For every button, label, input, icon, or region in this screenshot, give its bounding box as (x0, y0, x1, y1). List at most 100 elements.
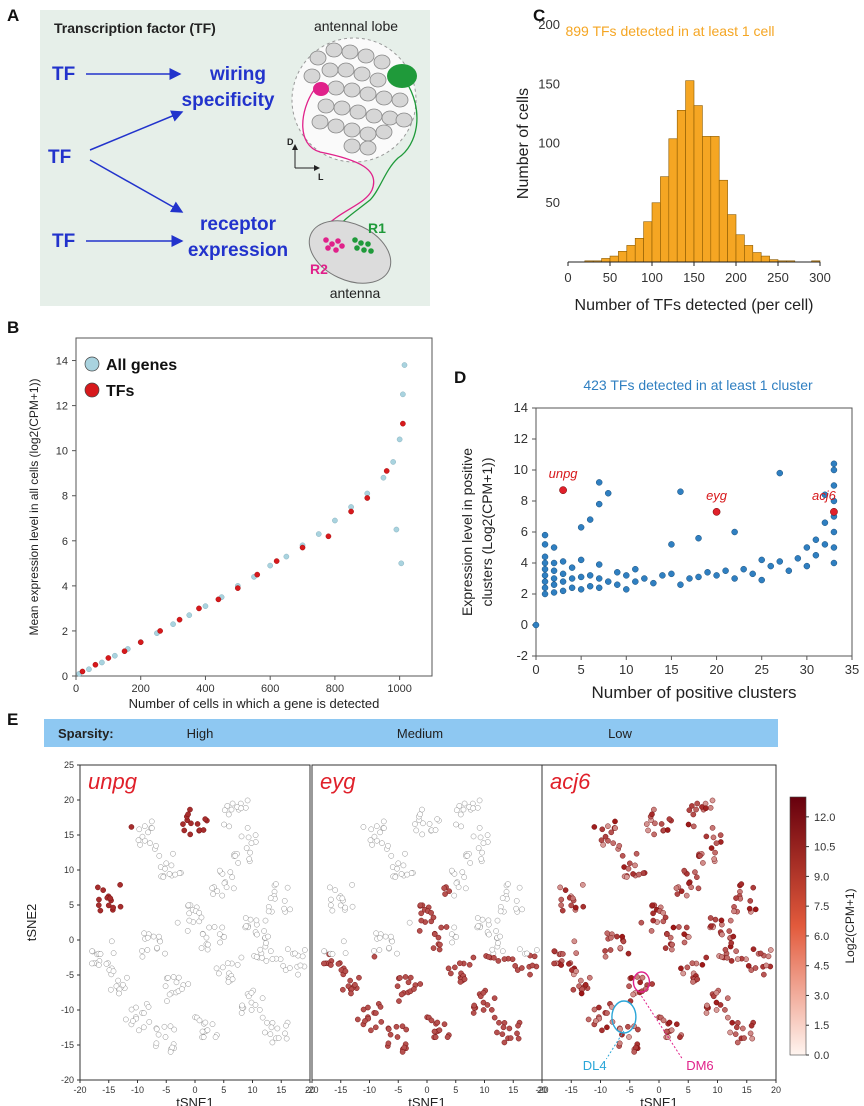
cell-point (259, 1014, 266, 1021)
cell-point (426, 821, 433, 827)
tf-point (196, 605, 202, 612)
tf-cluster-point (559, 578, 567, 585)
cell-point (349, 882, 355, 888)
gene-point (86, 666, 92, 673)
cell-point (703, 805, 709, 812)
cell-point (261, 928, 267, 934)
y-tick-label: 14 (514, 400, 528, 415)
cell-point (635, 1026, 641, 1033)
cell-point (371, 953, 378, 960)
glomerulus-shape (343, 138, 361, 154)
x-tick-label: 200 (725, 270, 747, 285)
legend-marker (84, 356, 100, 372)
histogram-bar (693, 105, 703, 263)
cell-point (500, 948, 506, 954)
cell-point (497, 908, 504, 915)
x-tick-label: 250 (767, 270, 789, 285)
tf-cluster-point (550, 589, 558, 596)
cell-point (153, 842, 159, 849)
cell-point (707, 805, 714, 811)
cell-point (194, 821, 201, 827)
cell-point (513, 905, 519, 912)
histogram-bar (676, 110, 686, 263)
tf-cluster-point (740, 565, 747, 573)
y-tick-label: 10 (56, 446, 68, 458)
cell-point (117, 882, 123, 888)
tf-cluster-point (577, 573, 585, 581)
cell-point (431, 1028, 438, 1035)
y-tick-label: 25 (64, 760, 74, 770)
x-axis-label: Number of positive clusters (591, 683, 796, 702)
cell-point (602, 948, 608, 954)
cell-point (213, 965, 220, 972)
cell-point (354, 1016, 361, 1023)
x-tick-label: 600 (261, 683, 279, 695)
cell-point (234, 962, 241, 968)
cell-point (244, 797, 251, 804)
glomerulus-shape (343, 82, 361, 98)
cell-point (141, 930, 147, 937)
cell-point (374, 837, 380, 844)
cell-point (598, 837, 605, 843)
cell-point (221, 934, 227, 940)
cell-point (491, 1014, 498, 1021)
tf-cluster-point (541, 565, 549, 573)
cell-point (619, 933, 626, 940)
tf-point (121, 648, 128, 655)
histogram-bar (752, 252, 762, 263)
cell-point (332, 887, 338, 893)
x-tick-label: 5 (221, 1085, 226, 1095)
cell-point (399, 1023, 406, 1030)
cell-point (149, 825, 155, 831)
legend-marker (84, 382, 100, 398)
x-tick-label: 0 (564, 270, 571, 285)
cell-point (224, 960, 231, 967)
sparsity-level: Medium (397, 726, 443, 741)
cell-point (745, 963, 752, 969)
tf-cluster-point (550, 567, 558, 574)
cell-point (209, 885, 215, 891)
cell-point (703, 954, 710, 961)
cell-point (417, 902, 424, 909)
cell-point (690, 979, 696, 985)
tf-cluster-point (595, 575, 603, 582)
histogram-chart: 899 TFs detected in at least 1 cell 0 50 10… (515, 17, 831, 314)
cell-point (750, 946, 757, 952)
cell-point (709, 797, 716, 804)
cell-point (394, 983, 401, 989)
cell-point (713, 999, 720, 1006)
cell-point (616, 1040, 623, 1047)
cell-point (139, 948, 145, 954)
cell-point (444, 1034, 451, 1040)
cell-point (651, 831, 657, 838)
cell-point (690, 811, 697, 818)
cell-point (403, 1026, 410, 1033)
y-tick-label: 10 (514, 462, 528, 477)
glomerulus-shape (381, 110, 399, 126)
tf-cluster-point (577, 556, 585, 564)
cell-point (268, 1024, 275, 1031)
cell-point (515, 1022, 521, 1029)
cell-point (614, 933, 620, 940)
cell-point (205, 941, 211, 948)
cell-point (455, 884, 462, 891)
highlight-point (712, 508, 721, 516)
tf-cluster-point (586, 583, 594, 590)
cell-point (295, 971, 301, 978)
cell-point (254, 931, 260, 938)
cell-point (457, 811, 464, 818)
histogram-bar (634, 238, 644, 263)
tf-cluster-point (541, 578, 549, 585)
histogram-bar (727, 214, 737, 263)
cell-point (167, 1049, 174, 1055)
cell-point (267, 895, 274, 901)
cell-point (186, 910, 192, 917)
cell-point (491, 995, 498, 1001)
y-axis-label: Number of cells (515, 88, 532, 199)
tf-cluster-point (568, 564, 576, 571)
cell-point (214, 888, 221, 894)
cell-point (607, 947, 614, 953)
arrow-tf2-receptor (89, 159, 184, 213)
cell-point (684, 964, 691, 971)
cell-point (559, 907, 566, 914)
